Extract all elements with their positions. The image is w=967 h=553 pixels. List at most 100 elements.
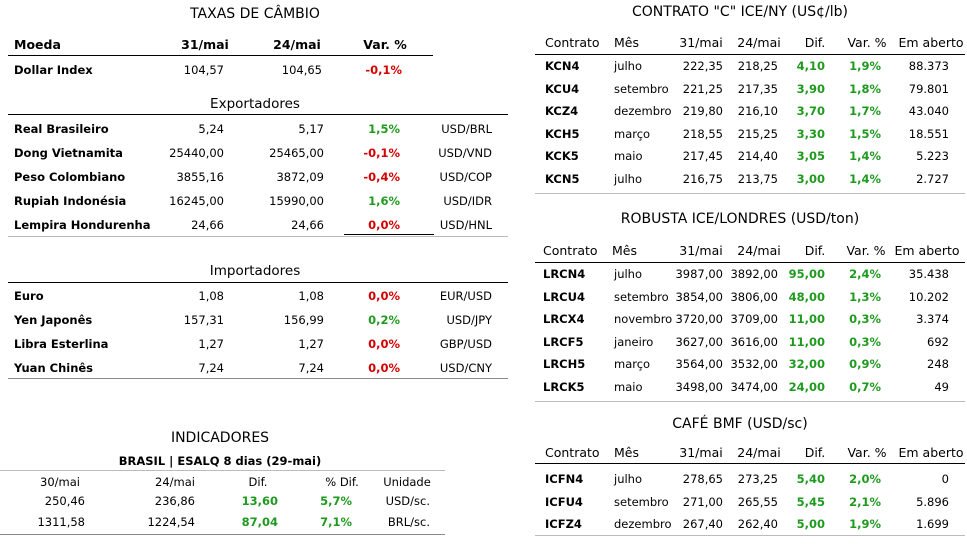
currency-value-date2: 1,27	[298, 337, 324, 351]
column-header: 31/mai	[679, 35, 723, 50]
column-header: Mês	[614, 35, 639, 50]
column-header: Em aberto	[898, 445, 964, 460]
contract-code: LRCU4	[543, 289, 585, 304]
dollar-index-var: -0,1%	[365, 63, 402, 77]
currency-name: Euro	[14, 289, 44, 303]
contract-var: 1,8%	[849, 81, 881, 96]
contract-month: julho	[614, 472, 643, 486]
currency-var: 0,0%	[368, 218, 400, 232]
contract-open-interest: 2.727	[916, 172, 949, 186]
contract-month: janeiro	[614, 334, 654, 349]
contract-value-date1: 217,45	[682, 149, 723, 164]
contract-value-date2: 262,40	[737, 517, 778, 532]
contract-code: LRCK5	[543, 380, 585, 394]
exporters-var-underline	[344, 234, 434, 235]
currency-value-date2: 15990,00	[269, 194, 324, 208]
contract-open-interest: 0	[941, 472, 949, 486]
currency-value-date1: 1,08	[198, 289, 224, 303]
currency-value-date2: 24,66	[291, 218, 324, 232]
contract-dif: 5,40	[796, 472, 825, 486]
contract-dif: 3,00	[796, 172, 825, 186]
currency-value-date1: 24,66	[191, 218, 224, 232]
indicator-pct: 7,1%	[320, 515, 352, 529]
contract-open-interest: 35.438	[908, 267, 949, 281]
fx-header-date2: 24/mai	[273, 37, 321, 52]
currency-name: Dong Vietnamita	[14, 146, 123, 160]
exporters-bottom-rule	[8, 236, 508, 237]
contract-dif: 32,00	[788, 357, 825, 372]
column-header: Var. %	[847, 35, 887, 50]
currency-name: Rupiah Indonésia	[14, 194, 127, 208]
contract-var: 1,9%	[849, 59, 881, 73]
contract-open-interest: 248	[927, 357, 949, 372]
currency-name: Real Brasileiro	[14, 122, 109, 136]
currency-pair: USD/IDR	[443, 194, 492, 208]
contract-var: 2,4%	[849, 267, 881, 281]
dollar-index-name: Dollar Index	[14, 63, 93, 77]
contract-code: LRCX4	[543, 312, 585, 327]
contract-month: maio	[614, 380, 643, 394]
contract-code: ICFZ4	[545, 517, 582, 532]
importers-bottom-rule	[8, 378, 508, 379]
contract-dif: 3,70	[796, 104, 825, 119]
contract-c-bottom-rule	[535, 193, 965, 194]
contract-code: LRCN4	[543, 267, 586, 281]
currency-var: 1,5%	[368, 122, 400, 136]
contract-value-date1: 271,00	[682, 494, 723, 509]
currency-var: 0,0%	[368, 361, 400, 375]
contract-month: novembro	[614, 312, 673, 327]
contract-var: 0,3%	[849, 334, 881, 349]
column-header: Dif.	[804, 243, 826, 258]
fx-header-date1: 31/mai	[181, 37, 229, 52]
contract-month: setembro	[614, 81, 669, 96]
indicator-value-date1: 1311,58	[37, 515, 85, 529]
contract-value-date2: 217,35	[737, 81, 778, 96]
contract-code: ICFU4	[545, 494, 583, 509]
contract-open-interest: 692	[927, 334, 949, 349]
currency-var: 0,2%	[368, 313, 400, 327]
currency-value-date2: 3872,09	[276, 170, 324, 184]
contract-open-interest: 49	[934, 380, 949, 394]
contract-var: 1,9%	[849, 517, 881, 532]
currency-name: Yuan Chinês	[14, 361, 94, 375]
currency-name: Yen Japonês	[14, 313, 93, 327]
currency-value-date1: 5,24	[198, 122, 224, 136]
contract-dif: 3,05	[796, 149, 825, 164]
contract-var: 1,3%	[849, 289, 881, 304]
fx-header-moeda: Moeda	[14, 37, 61, 52]
currency-value-date1: 3855,16	[176, 170, 224, 184]
contract-value-date2: 215,25	[737, 126, 778, 141]
importers-title: Importadores	[209, 263, 301, 279]
column-header: Contrato	[543, 243, 598, 258]
contract-value-date1: 3720,00	[675, 312, 723, 327]
contract-value-date1: 216,75	[682, 172, 723, 186]
column-header: Var. %	[847, 445, 887, 460]
ind-header-date2: 24/mai	[155, 475, 195, 489]
bmf-header-rule	[535, 463, 965, 464]
contract-month: julho	[614, 59, 643, 73]
contract-value-date2: 3806,00	[730, 289, 778, 304]
currency-name: Libra Esterlina	[14, 337, 109, 351]
ind-header-date1: 30/mai	[40, 475, 80, 489]
contract-open-interest: 18.551	[908, 126, 949, 141]
contract-dif: 11,00	[788, 334, 825, 349]
ind-header-dif: Dif.	[248, 475, 268, 489]
indicators-subtitle-rule	[0, 470, 445, 471]
contract-open-interest: 3.374	[916, 312, 949, 327]
contract-dif: 3,90	[796, 81, 825, 96]
contract-value-date1: 218,55	[682, 126, 723, 141]
contract-code: KCZ4	[545, 104, 579, 119]
indicator-value-date2: 236,86	[154, 494, 195, 508]
indicator-dif: 87,04	[241, 515, 278, 529]
column-header: 24/mai	[737, 35, 781, 50]
contract-month: julho	[614, 267, 643, 281]
contract-open-interest: 10.202	[908, 289, 949, 304]
contract-code: KCU4	[545, 81, 580, 96]
contract-month: setembro	[614, 494, 669, 509]
currency-pair: USD/BRL	[441, 122, 492, 136]
column-header: Contrato	[545, 35, 600, 50]
contract-value-date2: 214,40	[737, 149, 778, 164]
column-header: 31/mai	[679, 445, 723, 460]
currency-pair: USD/JPY	[446, 313, 492, 327]
contract-value-date1: 221,25	[682, 81, 723, 96]
